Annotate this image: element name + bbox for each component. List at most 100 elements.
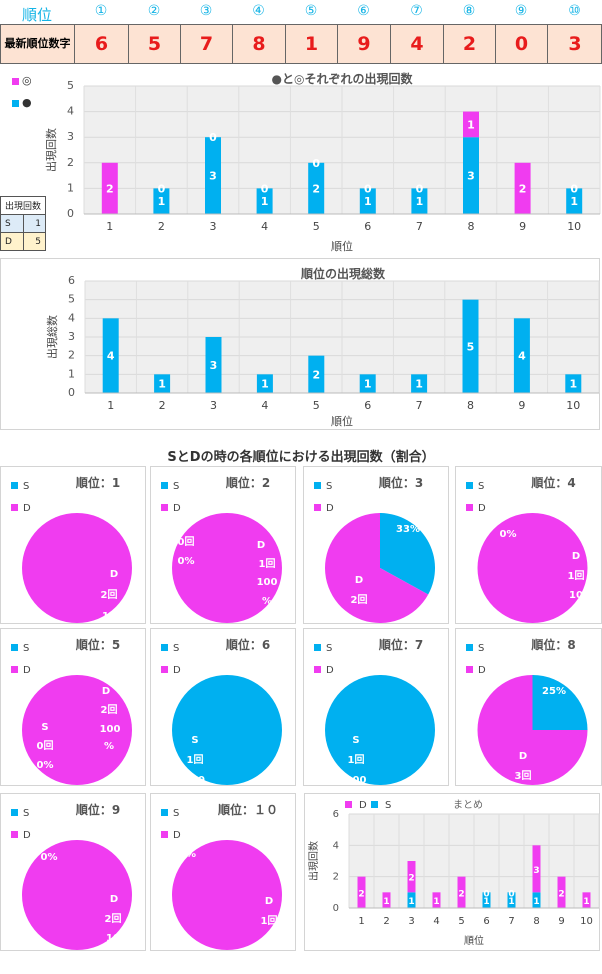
latest-digit-cell: 9 [337,25,390,63]
position-marker: ② [147,3,161,19]
pie-data-label: 0回 [37,740,54,752]
legend-swatch-d [466,504,473,511]
y-tick-label: 3 [68,330,75,343]
pie-data-label: % [262,596,272,607]
pie-slice [532,675,588,730]
pie-data-label: 1回 [568,570,585,582]
pie-data-label: 100 [257,577,278,588]
x-tick-label: 2 [159,399,166,412]
bar [582,892,591,908]
data-label: 1 [483,897,489,907]
data-label: 3 [209,170,217,183]
pie-title: 順位：4 [530,475,575,490]
pie-data-label: 0% [37,760,54,771]
pie-slice [325,513,429,623]
data-label: 1 [158,195,166,208]
data-label: 1 [261,378,269,391]
data-label: 2 [312,182,320,195]
y-tick-label: 1 [68,367,75,380]
data-label: 0 [570,182,578,195]
pie-slice [477,675,588,785]
summary-chart-area: 0 2 4 6 1 0 2 2 0 1 3 1 2 4 0 1 5 0 2 6 1 0 7 1 0 8 1 3 9 0 2 10 0 1 順位 出現回… [304,793,600,951]
mini-row-value-s: 1 [23,214,47,233]
pie-panel: S D 順位：1% D 2回 10 [0,466,146,624]
x-tick-label: 1 [107,399,114,412]
pie-data-label: 0回 [178,536,195,548]
pie-slice [172,675,282,785]
bar [256,188,273,214]
pie-panel: S D 順位：3 33% D 2回 [303,466,449,624]
bar [482,892,491,908]
x-tick-label: 7 [416,399,423,412]
legend-swatch-s [371,801,378,808]
data-label: 0 [209,131,217,144]
legend-label-s: S [173,481,179,492]
y-tick-label: 6 [333,809,339,820]
data-label: 0 [458,905,464,915]
pie-data-label: 2回 [351,594,368,606]
legend-magenta-swatch [12,77,19,85]
section-title: SとDの時の各順位における出現回数（割合） [167,450,435,465]
legend-swatch-d [314,666,321,673]
pie-data-label: D [110,569,118,580]
legend-label-s: S [23,808,29,819]
legend-swatch-s [11,482,18,489]
data-label: 3 [210,359,218,372]
latest-digit-cell: 2 [443,25,495,63]
bar [411,374,428,393]
data-label: 0 [558,905,564,915]
x-tick-label: 7 [416,220,423,233]
latest-digit-cell: 6 [74,25,128,63]
bar [308,355,325,393]
legend-label-s: S [23,643,29,654]
pie-slice [172,513,282,623]
legend-swatch-d [11,504,18,511]
legend-label-s: S [385,800,391,811]
chart1-legend-1: ◎ [12,74,32,87]
x-tick-label: 5 [313,399,320,412]
bar [357,876,366,908]
data-label: 4 [518,350,526,363]
pie-data-label: 100 [346,775,367,786]
pie-data-label: 2回 [101,704,118,716]
x-axis-label: 順位 [331,414,353,428]
legend-swatch-d [161,831,168,838]
pie-data-label: 0% [178,556,195,567]
x-tick-label: 9 [518,399,525,412]
bar [507,892,516,908]
pie-data-label: 2回 [105,913,122,925]
x-tick-label: 2 [383,916,389,927]
pie-data-label: % [38,504,48,515]
pie-slice [22,840,132,950]
bar [566,188,583,214]
legend-label: ● [22,96,32,109]
bar [513,318,530,393]
x-tick-label: 3 [210,399,217,412]
data-label: 1 [583,897,589,907]
data-label: 1 [158,378,166,391]
legend-label-s: S [173,808,179,819]
pie-slice [172,840,282,950]
chart1-legend-2: ● [12,96,32,109]
x-tick-label: 9 [558,916,564,927]
bar [457,876,466,908]
pie-data-label: 1回 [259,558,276,570]
legend-swatch-d [161,666,168,673]
chart1-area: ◎ ● ●と◎それぞれの出現回数 01234510221033041052061… [0,66,602,252]
chart1-title: ●と◎それぞれの出現回数 [271,72,413,86]
bar [153,188,170,214]
x-tick-label: 4 [261,399,268,412]
bar [256,374,273,393]
legend-swatch-d [314,504,321,511]
pie-data-label: D [102,686,110,697]
pie-data-label: 10 [102,611,116,622]
latest-digit-cell: 1 [285,25,337,63]
y-tick-label: 4 [67,105,74,118]
y-tick-label: 5 [68,293,75,306]
pie-data-label: % [104,741,114,752]
data-label: 2 [458,889,464,899]
